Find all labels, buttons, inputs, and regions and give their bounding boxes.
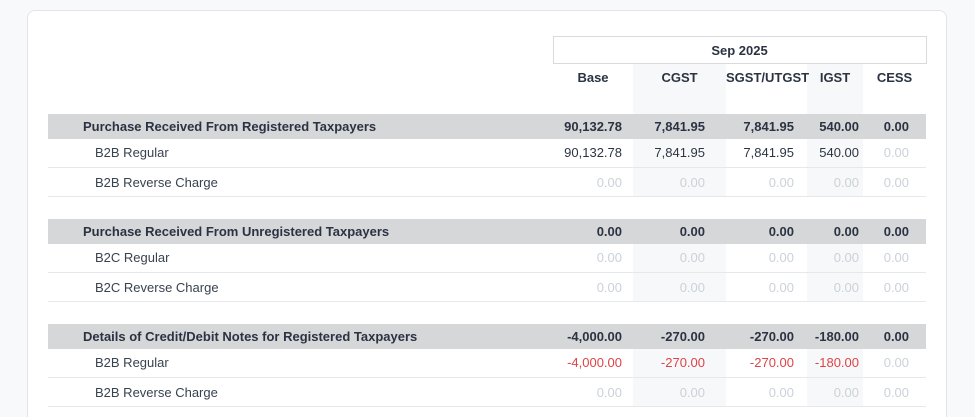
section-title[interactable]: Purchase Received From Unregistered Taxp… (48, 218, 553, 244)
section-row-registered-taxpayers[interactable]: Purchase Received From Registered Taxpay… (48, 113, 927, 139)
value-cell-base: -4,000.00 (553, 348, 633, 378)
value-cell-igst: 0.00 (807, 167, 863, 197)
value-cell-base: 0.00 (553, 167, 633, 197)
value-cell-base: 0.00 (553, 243, 633, 273)
report-row-b2c-reverse-charge[interactable]: B2C Reverse Charge 0.00 0.00 0.00 0.00 0… (48, 272, 927, 302)
value-cell-cgst: 0.00 (633, 167, 726, 197)
column-header-cess: CESS (876, 69, 913, 85)
month-header-spacer (48, 37, 553, 64)
column-header-igst: IGST (807, 63, 863, 91)
column-header-sgst: SGST/UTGST (726, 69, 810, 85)
value-cell-sgst: 0.00 (726, 377, 807, 407)
column-header-cgst: CGST (633, 63, 726, 91)
report-row-b2b-regular[interactable]: B2B Regular 90,132.78 7,841.95 7,841.95 … (48, 138, 927, 168)
gst-purchase-report-table: Sep 2025 Base CGST SGST/UTGST IGST CESS … (48, 36, 927, 407)
spacer-cell (553, 91, 633, 114)
value-cell-sgst: 0.00 (726, 167, 807, 197)
value-cell-sgst: -270.00 (726, 348, 807, 378)
section-title[interactable]: Purchase Received From Registered Taxpay… (48, 113, 553, 139)
value-cell-base: 90,132.78 (553, 138, 633, 168)
value-cell-cess: 0.00 (863, 348, 927, 378)
spacer-cell (633, 90, 726, 114)
spacer-cell (863, 91, 926, 114)
value-cell-cess: 0.00 (863, 167, 927, 197)
report-row-b2b-reverse-charge[interactable]: B2B Reverse Charge 0.00 0.00 0.00 0.00 0… (48, 167, 927, 197)
row-label: B2B Regular (48, 138, 553, 168)
total-cell-cess: 0.00 (863, 113, 927, 139)
value-cell-sgst: 0.00 (726, 272, 807, 302)
value-cell-cess: 0.00 (863, 272, 927, 302)
row-label: B2B Reverse Charge (48, 377, 553, 407)
section-row-unregistered-taxpayers[interactable]: Purchase Received From Unregistered Taxp… (48, 218, 927, 244)
value-cell-sgst: 0.00 (726, 243, 807, 273)
value-cell-cgst: 0.00 (633, 272, 726, 302)
row-label: B2C Reverse Charge (48, 272, 553, 302)
report-row-b2b-regular-notes[interactable]: B2B Regular -4,000.00 -270.00 -270.00 -1… (48, 348, 927, 378)
total-cell-base: 90,132.78 (553, 113, 633, 139)
total-cell-cess: 0.00 (863, 323, 927, 349)
value-cell-igst: 0.00 (807, 272, 863, 302)
spacer-cell (807, 90, 863, 114)
value-cell-cess: 0.00 (863, 377, 927, 407)
value-cell-igst: -180.00 (807, 348, 863, 378)
total-cell-sgst[interactable]: 0.00 (726, 218, 807, 244)
section-row-credit-debit-notes[interactable]: Details of Credit/Debit Notes for Regist… (48, 323, 927, 349)
month-header: Sep 2025 (552, 36, 927, 64)
section-title[interactable]: Details of Credit/Debit Notes for Regist… (48, 323, 553, 349)
spacer-cell (48, 91, 553, 114)
value-cell-cess: 0.00 (863, 138, 927, 168)
header-spacer-row (48, 90, 926, 114)
total-cell-cess[interactable]: 0.00 (863, 218, 927, 244)
report-row-b2c-regular[interactable]: B2C Regular 0.00 0.00 0.00 0.00 0.00 (48, 243, 927, 273)
total-cell-sgst: 7,841.95 (726, 113, 807, 139)
column-header-row: Base CGST SGST/UTGST IGST CESS (48, 63, 926, 91)
column-header-base: Base (577, 69, 609, 85)
month-header-row: Sep 2025 (48, 36, 927, 64)
value-cell-igst: 540.00 (807, 138, 863, 168)
row-label: B2B Reverse Charge (48, 167, 553, 197)
value-cell-cgst: 0.00 (633, 243, 726, 273)
value-cell-igst: 0.00 (807, 243, 863, 273)
value-cell-cgst: 7,841.95 (633, 138, 726, 168)
total-cell-igst: 540.00 (807, 113, 863, 139)
value-cell-igst: 0.00 (807, 377, 863, 407)
total-cell-cgst: 7,841.95 (633, 113, 726, 139)
value-cell-cgst: 0.00 (633, 377, 726, 407)
total-cell-base: -4,000.00 (553, 323, 633, 349)
total-cell-cgst[interactable]: 0.00 (633, 218, 726, 244)
row-label: B2B Regular (48, 348, 553, 378)
value-cell-base: 0.00 (553, 272, 633, 302)
column-header-empty (48, 64, 553, 91)
section-gap (48, 197, 926, 219)
total-cell-igst[interactable]: 0.00 (807, 218, 863, 244)
value-cell-cgst: -270.00 (633, 348, 726, 378)
value-cell-base: 0.00 (553, 377, 633, 407)
section-gap (48, 302, 926, 324)
total-cell-cgst: -270.00 (633, 323, 726, 349)
value-cell-sgst: 7,841.95 (726, 138, 807, 168)
report-row-b2b-reverse-charge-notes[interactable]: B2B Reverse Charge 0.00 0.00 0.00 0.00 0… (48, 377, 927, 407)
value-cell-cess: 0.00 (863, 243, 927, 273)
total-cell-sgst: -270.00 (726, 323, 807, 349)
total-cell-base[interactable]: 0.00 (553, 218, 633, 244)
spacer-cell (726, 91, 807, 114)
total-cell-igst: -180.00 (807, 323, 863, 349)
row-label: B2C Regular (48, 243, 553, 273)
